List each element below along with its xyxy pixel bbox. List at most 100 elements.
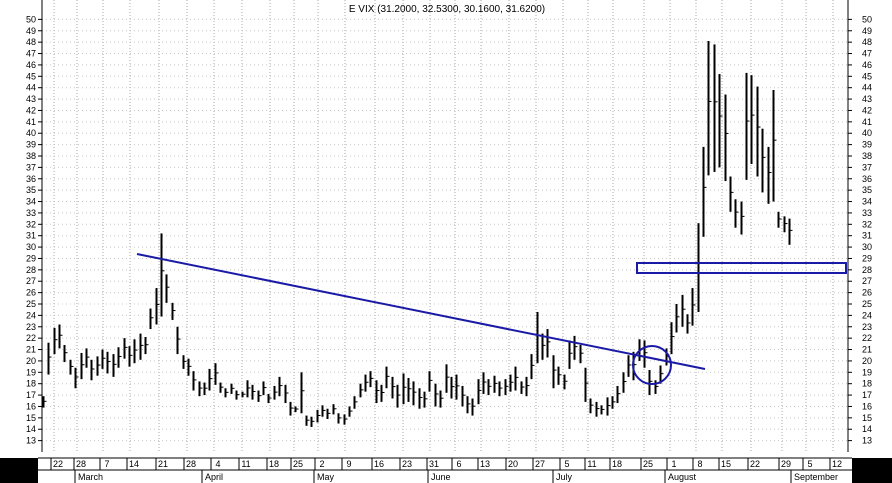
right-tick-label: 21 bbox=[862, 345, 872, 355]
right-tick-label: 48 bbox=[862, 37, 872, 47]
x-day-label: 9 bbox=[346, 459, 351, 469]
left-tick-label: 19 bbox=[26, 367, 36, 377]
right-tick-label: 16 bbox=[862, 401, 872, 411]
x-month-label: September bbox=[794, 472, 838, 482]
left-tick-label: 18 bbox=[26, 379, 36, 389]
x-day-label: 5 bbox=[564, 459, 569, 469]
right-tick-label: 22 bbox=[862, 333, 872, 343]
x-day-label: 31 bbox=[429, 459, 439, 469]
x-day-label: 22 bbox=[53, 459, 63, 469]
left-tick-label: 27 bbox=[26, 276, 36, 286]
annotations bbox=[136, 253, 847, 385]
right-tick-label: 29 bbox=[862, 253, 872, 263]
right-tick-label: 44 bbox=[862, 83, 872, 93]
left-tick-label: 34 bbox=[26, 197, 36, 207]
x-month-label: April bbox=[205, 472, 223, 482]
x-day-label: 23 bbox=[402, 459, 412, 469]
right-tick-label: 35 bbox=[862, 185, 872, 195]
left-tick-label: 48 bbox=[26, 37, 36, 47]
right-tick-label: 38 bbox=[862, 151, 872, 161]
right-tick-label: 40 bbox=[862, 128, 872, 138]
left-tick-label: 37 bbox=[26, 162, 36, 172]
right-tick-label: 19 bbox=[862, 367, 872, 377]
right-tick-label: 43 bbox=[862, 94, 872, 104]
left-tick-label: 38 bbox=[26, 151, 36, 161]
left-tick-label: 44 bbox=[26, 83, 36, 93]
x-month-label: June bbox=[431, 472, 451, 482]
left-tick-label: 39 bbox=[26, 140, 36, 150]
left-tick-label: 50 bbox=[26, 14, 36, 24]
x-day-label: 18 bbox=[612, 459, 622, 469]
right-tick-label: 17 bbox=[862, 390, 872, 400]
left-tick-label: 14 bbox=[26, 424, 36, 434]
right-tick-label: 18 bbox=[862, 379, 872, 389]
x-day-label: 22 bbox=[750, 459, 760, 469]
x-day-label: 28 bbox=[186, 459, 196, 469]
left-tick-label: 22 bbox=[26, 333, 36, 343]
x-day-label: 6 bbox=[456, 459, 461, 469]
left-tick-label: 46 bbox=[26, 60, 36, 70]
right-tick-label: 32 bbox=[862, 219, 872, 229]
left-tick-label: 40 bbox=[26, 128, 36, 138]
x-day-label: 29 bbox=[781, 459, 791, 469]
left-tick-label: 16 bbox=[26, 401, 36, 411]
x-day-label: 8 bbox=[697, 459, 702, 469]
right-tick-label: 37 bbox=[862, 162, 872, 172]
right-tick-label: 42 bbox=[862, 105, 872, 115]
x-month-label: July bbox=[556, 472, 573, 482]
support-zone-box bbox=[636, 262, 847, 274]
right-tick-label: 20 bbox=[862, 356, 872, 366]
right-tick-label: 45 bbox=[862, 71, 872, 81]
downtrend-line bbox=[136, 253, 706, 370]
right-price-axis: 1314151617181920212223242526272829303132… bbox=[847, 0, 872, 452]
left-tick-label: 45 bbox=[26, 71, 36, 81]
x-day-label: 20 bbox=[508, 459, 518, 469]
right-tick-label: 39 bbox=[862, 140, 872, 150]
right-tick-label: 26 bbox=[862, 288, 872, 298]
x-month-label: May bbox=[317, 472, 335, 482]
right-tick-label: 28 bbox=[862, 265, 872, 275]
x-day-label: 2 bbox=[319, 459, 324, 469]
x-day-label: 15 bbox=[721, 459, 731, 469]
x-day-label: 5 bbox=[807, 459, 812, 469]
x-day-label: 28 bbox=[76, 459, 86, 469]
x-month-label: August bbox=[668, 472, 697, 482]
right-tick-label: 27 bbox=[862, 276, 872, 286]
right-tick-label: 25 bbox=[862, 299, 872, 309]
right-tick-label: 50 bbox=[862, 14, 872, 24]
left-tick-label: 43 bbox=[26, 94, 36, 104]
x-day-label: 7 bbox=[104, 459, 109, 469]
right-tick-label: 15 bbox=[862, 413, 872, 423]
x-day-label: 16 bbox=[374, 459, 384, 469]
right-tick-label: 33 bbox=[862, 208, 872, 218]
left-tick-label: 47 bbox=[26, 49, 36, 59]
left-tick-label: 29 bbox=[26, 253, 36, 263]
x-day-label: 11 bbox=[587, 459, 596, 469]
left-tick-label: 36 bbox=[26, 174, 36, 184]
right-tick-label: 24 bbox=[862, 310, 872, 320]
x-day-label: 4 bbox=[215, 459, 220, 469]
x-day-label: 27 bbox=[535, 459, 545, 469]
right-tick-label: 14 bbox=[862, 424, 872, 434]
x-axis-corner-right bbox=[852, 458, 892, 483]
left-tick-label: 23 bbox=[26, 322, 36, 332]
x-day-label: 12 bbox=[832, 459, 842, 469]
right-tick-label: 49 bbox=[862, 26, 872, 36]
right-tick-label: 41 bbox=[862, 117, 872, 127]
x-day-label: 25 bbox=[643, 459, 653, 469]
right-tick-label: 34 bbox=[862, 197, 872, 207]
left-tick-label: 33 bbox=[26, 208, 36, 218]
left-tick-label: 17 bbox=[26, 390, 36, 400]
left-tick-label: 21 bbox=[26, 345, 36, 355]
x-day-label: 14 bbox=[129, 459, 139, 469]
x-axis: 22 28 7 14 21 28 4 11 18 25 2 9 16 23 31 6 13 20 27 5 11 18 25… bbox=[0, 456, 892, 483]
x-day-label: 21 bbox=[158, 459, 168, 469]
right-tick-label: 47 bbox=[862, 49, 872, 59]
right-tick-label: 23 bbox=[862, 322, 872, 332]
right-tick-label: 31 bbox=[862, 231, 872, 241]
left-tick-label: 42 bbox=[26, 105, 36, 115]
x-day-label: 25 bbox=[293, 459, 303, 469]
left-tick-label: 49 bbox=[26, 26, 36, 36]
price-bars bbox=[42, 41, 793, 427]
left-tick-label: 32 bbox=[26, 219, 36, 229]
